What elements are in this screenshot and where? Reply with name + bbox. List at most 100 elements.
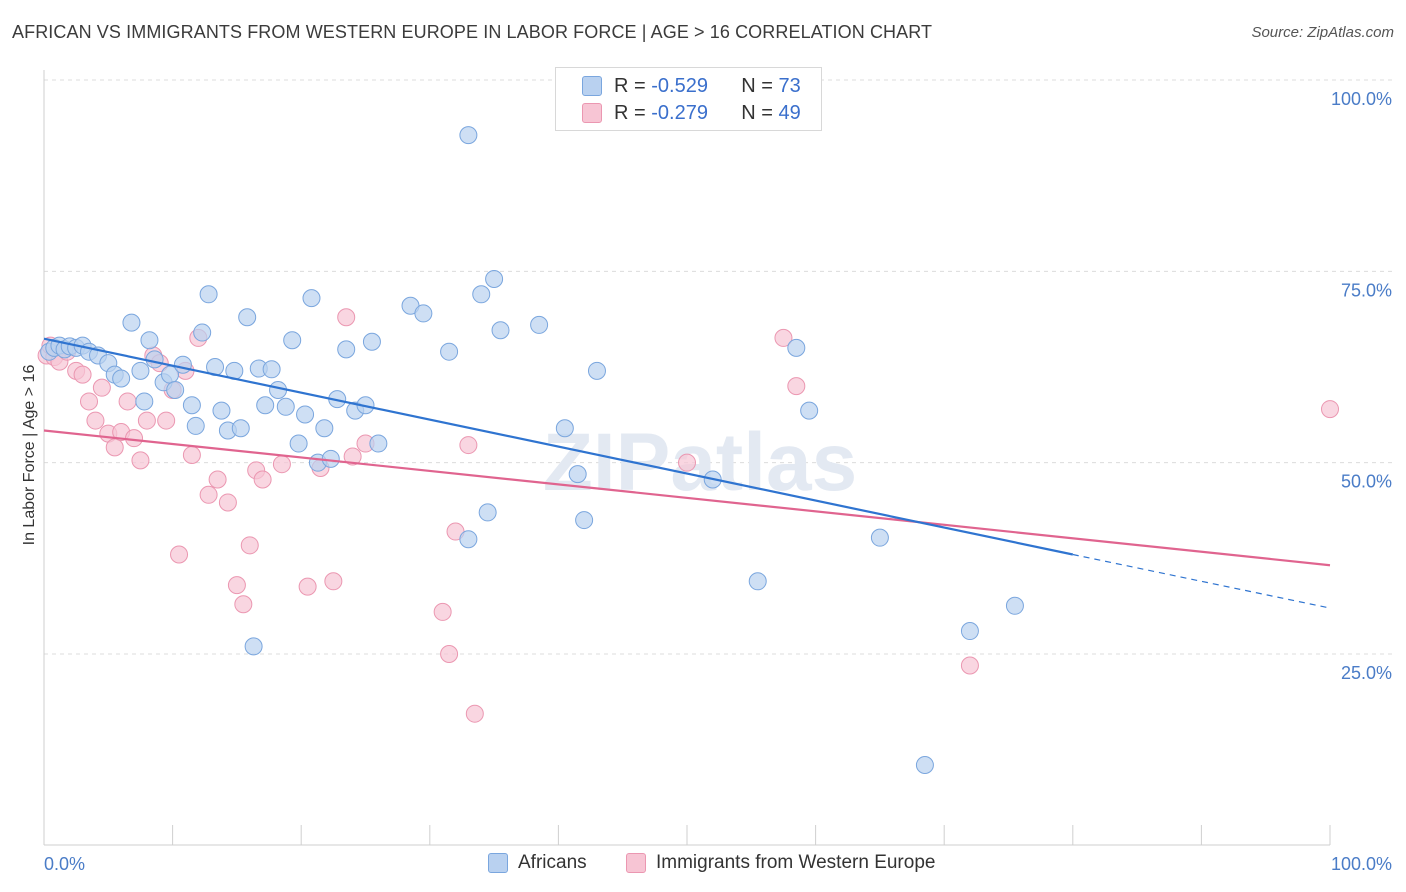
immigrants-point xyxy=(137,411,156,430)
africans-point xyxy=(414,304,433,323)
r-label: R = xyxy=(614,101,652,124)
axes xyxy=(43,70,1331,846)
x-tick-label: 100.0% xyxy=(1331,854,1392,874)
africans-point xyxy=(244,637,263,656)
immigrants-point xyxy=(1321,400,1339,419)
africans-swatch xyxy=(488,853,508,873)
africans-point xyxy=(145,350,164,369)
immigrants-point xyxy=(182,446,201,465)
y-axis-label: In Labor Force | Age > 16 xyxy=(21,365,38,546)
africans-trend-line xyxy=(43,337,1074,556)
africans-point xyxy=(555,419,574,438)
n-value: 49 xyxy=(778,101,801,124)
y-tick-labels: 25.0% 50.0% 75.0% 100.0% xyxy=(1331,89,1392,683)
y-tick-label: 100.0% xyxy=(1331,89,1392,109)
africans-point xyxy=(256,396,275,415)
y-tick-label: 25.0% xyxy=(1341,663,1392,683)
africans-point xyxy=(212,401,231,420)
legend-row-africans: R = -0.529 N = 73 xyxy=(582,73,801,99)
r-value: -0.279 xyxy=(651,101,708,124)
immigrants-point xyxy=(324,572,343,591)
africans-point xyxy=(748,572,767,591)
bottom-legend-label: Immigrants from Western Europe xyxy=(656,852,936,873)
immigrants-swatch xyxy=(626,853,646,873)
africans-point xyxy=(135,392,154,411)
africans-point xyxy=(262,360,281,379)
africans-point xyxy=(112,369,131,388)
africans-point xyxy=(276,397,295,416)
immigrants-point xyxy=(73,365,92,384)
immigrants-point xyxy=(433,602,452,621)
immigrants-swatch xyxy=(582,103,602,123)
africans-point xyxy=(193,323,212,342)
africans-point xyxy=(1005,596,1024,615)
legend-row-immigrants: R = -0.279 N = 49 xyxy=(582,100,801,126)
immigrants-trend-line xyxy=(43,429,1331,567)
immigrants-point xyxy=(157,411,176,430)
source-label: Source: ZipAtlas.com xyxy=(1251,24,1394,41)
immigrants-point xyxy=(131,451,150,470)
africans-point xyxy=(231,419,250,438)
africans-point xyxy=(800,401,819,420)
chart-title: AFRICAN VS IMMIGRANTS FROM WESTERN EUROP… xyxy=(12,22,933,42)
africans-point xyxy=(186,416,205,435)
africans-point xyxy=(587,361,606,380)
africans-point xyxy=(369,434,388,453)
africans-point xyxy=(302,289,321,308)
africans-point xyxy=(459,530,478,549)
bottom-legend-label: Africans xyxy=(518,852,587,873)
africans-point xyxy=(173,355,192,374)
africans-point xyxy=(478,503,497,522)
immigrants-point xyxy=(459,436,478,455)
immigrants-point xyxy=(272,455,291,474)
africans-point xyxy=(337,340,356,359)
immigrants-point xyxy=(234,595,253,614)
immigrants-point xyxy=(227,576,246,595)
series-africans-points xyxy=(40,126,1024,774)
africans-point xyxy=(362,332,381,351)
n-label: N = xyxy=(741,74,779,97)
x-tick-label: 0.0% xyxy=(44,854,85,874)
n-value: 73 xyxy=(778,74,801,97)
immigrants-point xyxy=(678,453,696,472)
africans-point xyxy=(131,361,150,380)
immigrants-point xyxy=(787,377,806,396)
africans-point xyxy=(491,321,510,340)
africans-point xyxy=(960,622,979,641)
immigrants-point xyxy=(170,545,189,564)
immigrants-point xyxy=(218,493,237,512)
immigrants-point xyxy=(440,645,459,663)
immigrants-point xyxy=(125,429,144,448)
africans-point xyxy=(199,285,218,304)
immigrants-point xyxy=(92,378,111,397)
watermark: ZIPatlas xyxy=(543,417,857,508)
immigrants-point xyxy=(240,536,259,555)
immigrants-point xyxy=(774,328,793,347)
africans-point xyxy=(575,511,594,530)
africans-point xyxy=(530,315,549,334)
africans-point xyxy=(315,419,334,438)
africans-point xyxy=(140,331,159,350)
immigrants-point xyxy=(343,447,362,466)
immigrants-point xyxy=(80,392,99,411)
immigrants-point xyxy=(298,577,317,596)
immigrants-point xyxy=(253,470,272,489)
bottom-legend-immigrants[interactable]: Immigrants from Western Europe xyxy=(626,852,935,874)
africans-point xyxy=(182,396,201,415)
immigrants-point xyxy=(86,411,105,430)
africans-point xyxy=(296,405,315,424)
africans-point xyxy=(283,331,302,350)
r-value: -0.529 xyxy=(651,74,708,97)
x-tick-labels: 0.0% 100.0% xyxy=(44,854,1392,874)
immigrants-point xyxy=(465,704,484,723)
legend: R = -0.529 N = 73 R = -0.279 N = 49 xyxy=(555,67,822,131)
bottom-legend-africans[interactable]: Africans xyxy=(488,852,587,874)
africans-point xyxy=(440,342,459,361)
immigrants-point xyxy=(208,470,227,489)
immigrants-point xyxy=(105,438,124,457)
bottom-legend: Africans Immigrants from Western Europe xyxy=(0,852,1406,878)
immigrants-point xyxy=(337,308,356,327)
r-label: R = xyxy=(614,74,652,97)
africans-point xyxy=(472,285,491,304)
